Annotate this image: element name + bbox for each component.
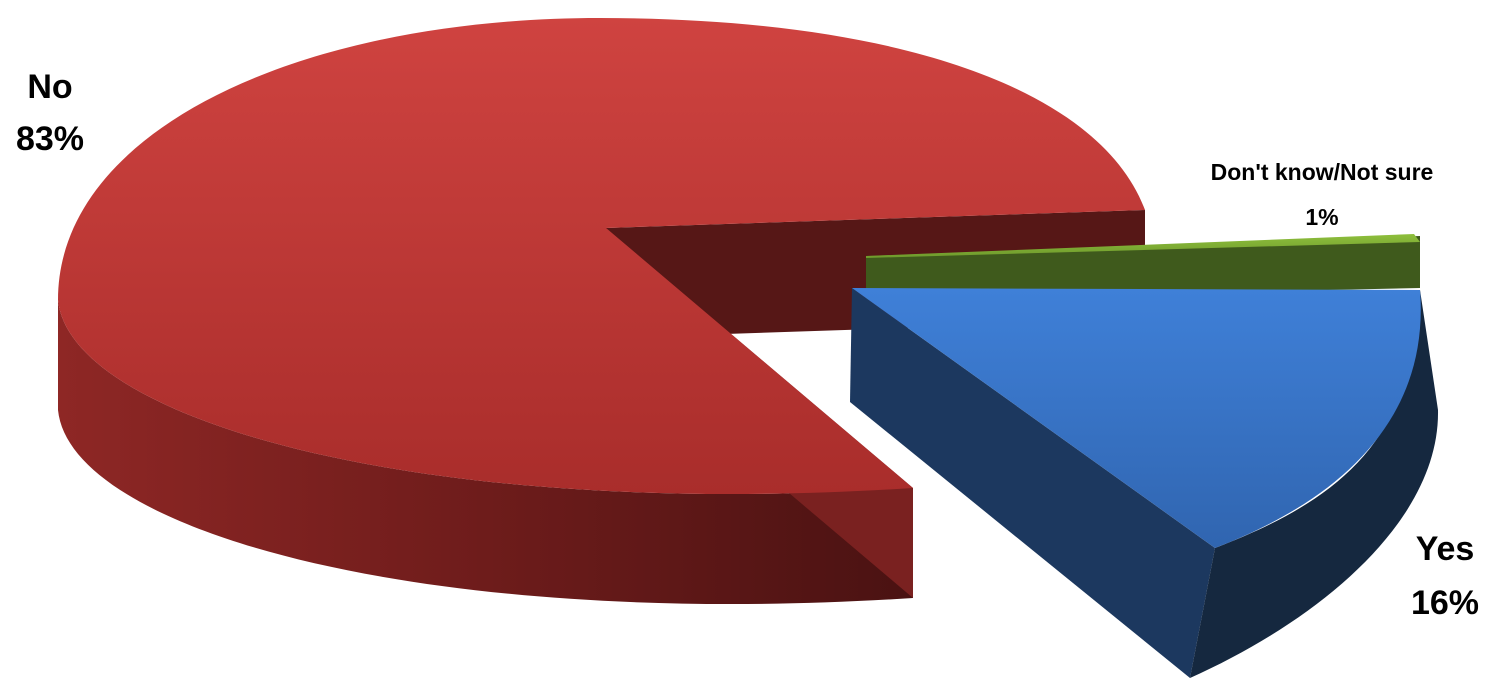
slice-yes-left-wall: [850, 288, 1215, 678]
label-no-name: No: [27, 68, 72, 106]
data-label-dont-know: Don't know/Not sure 1%: [1211, 159, 1434, 230]
slice-no-top: [58, 18, 1145, 495]
label-no-percent: 83%: [16, 120, 84, 158]
data-label-yes: Yes 16%: [1411, 530, 1479, 622]
slice-dont-know-top: [866, 234, 1420, 258]
pie-slice-yes: [850, 288, 1439, 678]
label-yes-percent: 16%: [1411, 584, 1479, 622]
label-dont-know-percent: 1%: [1305, 204, 1338, 230]
slice-yes-outer-wall: [1190, 290, 1439, 678]
label-yes-name: Yes: [1416, 530, 1475, 568]
slice-no-outer-wall: [58, 300, 913, 605]
data-label-no: No 83%: [16, 68, 84, 158]
slice-yes-top: [852, 288, 1421, 548]
label-dont-know-name: Don't know/Not sure: [1211, 159, 1434, 185]
pie-slice-dont-know: [866, 234, 1420, 300]
